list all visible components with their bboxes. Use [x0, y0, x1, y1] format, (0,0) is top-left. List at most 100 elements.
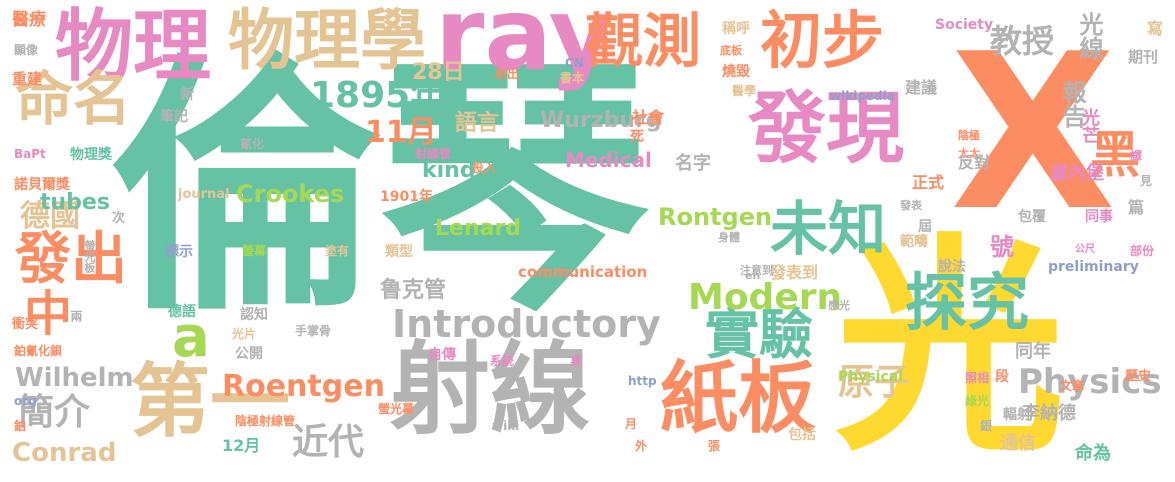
cloud-word: 實驗 [705, 303, 813, 366]
cloud-word: 標示 [165, 244, 193, 260]
cloud-word: 第一 [130, 355, 290, 448]
cloud-word: 張 [708, 439, 721, 453]
cloud-word: 注意到 [740, 264, 773, 277]
cloud-word: 公尺 [1075, 244, 1095, 255]
cloud-word: wiki [492, 419, 520, 433]
cloud-word: 1895年 [310, 75, 447, 116]
cloud-word: CN [565, 56, 584, 70]
cloud-word: 未知 [770, 195, 887, 263]
cloud-word: journal [178, 187, 230, 202]
cloud-word: 德國 [20, 199, 80, 234]
cloud-word: 期刊 [1128, 48, 1159, 66]
cloud-word: 說法 [938, 259, 966, 275]
cloud-word: 陰極 [958, 129, 980, 142]
cloud-word: 認知 [240, 307, 268, 323]
cloud-word: 燒毀 [722, 64, 750, 80]
cloud-word: 原子 [838, 362, 911, 403]
cloud-word: 射線管 [415, 147, 452, 161]
cloud-word: Physical [838, 369, 904, 385]
cloud-word: 同事 [1085, 209, 1113, 225]
cloud-word: communication [518, 263, 648, 281]
cloud-word: 陰極射線管 [235, 414, 296, 428]
cloud-word: 反對 [958, 153, 991, 172]
cloud-word: X [950, 7, 1116, 258]
cloud-word: 死 [630, 129, 644, 145]
cloud-word: 12月 [222, 436, 261, 455]
cloud-word: 教授 [990, 22, 1055, 60]
cloud-word: 近代 [292, 422, 365, 463]
cloud-word: 底板 [720, 44, 742, 57]
cloud-word: Physics [1018, 362, 1162, 402]
cloud-word: 月 [625, 417, 638, 431]
cloud-word: 文章 [1060, 379, 1085, 393]
cloud-word: 公開 [235, 346, 263, 362]
cloud-word: 衝突 [12, 317, 39, 332]
cloud-word: 螢光板 [83, 240, 96, 273]
cloud-word: Wurzburg [540, 108, 662, 133]
cloud-word: 螢幕 [242, 244, 267, 258]
cloud-word: 28日 [412, 60, 465, 85]
cloud-word: 寫 [1144, 20, 1163, 36]
cloud-word: 筆記 [160, 109, 188, 125]
cloud-word: Wilhelm [15, 363, 134, 393]
cloud-word: 手掌骨 [295, 324, 332, 338]
cloud-word: 鲁克管 [380, 278, 447, 303]
cloud-word: wikipedia [830, 89, 895, 103]
cloud-word: 譯 [1130, 149, 1143, 163]
cloud-word: 次 [112, 211, 126, 226]
cloud-word: Lenard [435, 216, 522, 241]
cloud-word: 射線 [390, 331, 590, 448]
cloud-word: 發現 [748, 84, 905, 174]
cloud-word: 命為 [1075, 443, 1111, 464]
cloud-word: 光線 [1075, 12, 1103, 60]
cloud-word: 新 [180, 87, 194, 103]
cloud-word: 兩 [69, 310, 83, 322]
cloud-word: 正式 [912, 173, 945, 192]
cloud-word: Rontgen [658, 203, 773, 231]
cloud-word: 重建 [12, 70, 43, 88]
cloud-word: 倫琴 [110, 32, 650, 347]
cloud-word: 醫學 [732, 84, 757, 98]
cloud-word: 光片 [232, 327, 257, 341]
cloud-word: en [745, 269, 761, 282]
cloud-word: 見 [1140, 174, 1153, 188]
cloud-word: 氰化 [240, 137, 265, 151]
cloud-word: 投入 [472, 161, 497, 175]
cloud-word: 醫療 [12, 10, 46, 30]
cloud-word: 物理 [55, 2, 212, 92]
cloud-word: Medical [565, 148, 652, 172]
cloud-word: 觀測 [585, 7, 702, 75]
cloud-word: 太太 [958, 147, 980, 160]
cloud-word: 段 [995, 369, 1009, 385]
cloud-word: 報告 [1058, 80, 1086, 128]
cloud-word: 號 [990, 233, 1014, 261]
cloud-word: Introductory [392, 302, 661, 346]
cloud-word: BaPt [14, 147, 46, 161]
cloud-word: http [628, 374, 657, 388]
cloud-word: Modern [688, 277, 843, 318]
cloud-word: 簡介 [18, 392, 91, 433]
cloud-word: 包覆 [1018, 209, 1046, 225]
cloud-word: org [14, 394, 37, 408]
cloud-word: 物理學 [228, 2, 426, 79]
cloud-word: 社會 [632, 108, 665, 127]
cloud-word: 紙板 [660, 354, 817, 444]
cloud-word: 1901年 [380, 189, 433, 205]
cloud-word: tubes [40, 190, 110, 215]
cloud-word: 黑 [1090, 126, 1140, 184]
cloud-word: 名字 [675, 153, 711, 174]
cloud-word: 初步 [760, 4, 885, 77]
cloud-word: 照相 [965, 371, 990, 385]
cloud-word: Roentgen [222, 369, 385, 404]
cloud-word: 鉑氰化鋇 [14, 344, 63, 358]
cloud-word: 身體 [718, 231, 740, 244]
cloud-word: 顯像 [14, 43, 39, 57]
cloud-word: 螢光幕 [378, 402, 415, 416]
cloud-word: 部份 [1130, 244, 1155, 258]
cloud-word: 通信 [1000, 433, 1036, 454]
cloud-word: preliminary [1048, 259, 1139, 275]
cloud-word: 光芒 [1079, 108, 1100, 144]
cloud-word: 射出 [495, 67, 520, 81]
cloud-word: 物理獎 [70, 147, 112, 163]
